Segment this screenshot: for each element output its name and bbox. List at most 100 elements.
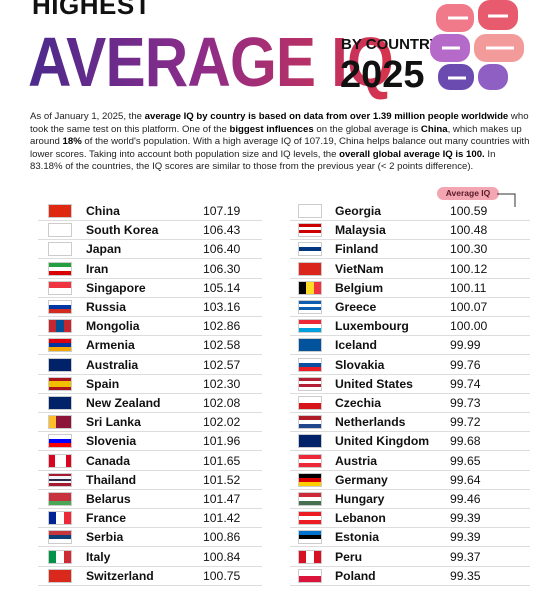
flag-stripe xyxy=(63,512,71,525)
intro-text: China xyxy=(420,123,448,135)
flag-stripe xyxy=(49,569,71,582)
flag xyxy=(48,396,72,410)
flag xyxy=(48,492,72,506)
country-name: Japan xyxy=(86,242,122,257)
brain-icon xyxy=(430,0,524,90)
flag-stripe xyxy=(299,307,321,310)
country-name: Italy xyxy=(86,549,111,564)
flag-stripe xyxy=(299,251,321,256)
subtitle: BY COUNTRY xyxy=(341,36,440,53)
table-row: Iran 106.30 xyxy=(38,259,262,279)
country-name: Singapore xyxy=(86,280,146,295)
flag-stripe xyxy=(299,310,321,313)
table-row: South Korea 106.43 xyxy=(38,220,262,241)
table-row: Lebanon 99.39 xyxy=(290,508,530,529)
flag-stripe xyxy=(63,416,71,429)
flag-stripe xyxy=(49,550,57,563)
flag-stripe xyxy=(299,227,321,231)
iq-value: 99.99 xyxy=(450,338,481,353)
flag-stripe xyxy=(49,243,71,256)
iq-value: 100.75 xyxy=(203,568,241,583)
flag-stripe xyxy=(299,262,321,275)
flag-stripe xyxy=(49,224,71,237)
table-row: Slovakia 99.76 xyxy=(290,355,530,375)
flag-stripe xyxy=(49,531,71,536)
iq-value: 102.02 xyxy=(203,415,241,430)
iq-value: 99.46 xyxy=(450,492,481,506)
iq-value: 99.35 xyxy=(450,568,481,583)
country-name: China xyxy=(86,204,120,218)
flag-stripe xyxy=(56,512,64,525)
country-name: Austria xyxy=(335,453,377,468)
iq-value: 101.65 xyxy=(203,453,241,468)
iq-value: 99.72 xyxy=(450,415,481,430)
country-name: New Zealand xyxy=(86,396,161,410)
country-name: Slovenia xyxy=(86,434,137,449)
flag xyxy=(298,204,322,218)
iq-value: 99.73 xyxy=(450,396,481,410)
flag xyxy=(298,376,322,391)
flag xyxy=(48,434,72,449)
flag-stripe xyxy=(299,416,321,421)
flag-stripe xyxy=(306,281,314,294)
intro-text: In 83.18% of the countries, the IQ score… xyxy=(30,148,496,173)
flag-stripe xyxy=(56,550,64,563)
flag xyxy=(298,338,322,353)
intro-text: biggest influences xyxy=(229,123,314,135)
flag-stripe xyxy=(299,531,321,536)
table-row: Finland 100.30 xyxy=(290,239,530,260)
flag-stripe xyxy=(299,377,321,381)
flag-stripe xyxy=(313,550,321,563)
flag-stripe xyxy=(49,478,71,482)
country-name: Finland xyxy=(335,242,379,257)
flag-stripe xyxy=(49,305,71,309)
flag xyxy=(48,511,72,526)
table-row: Hungary 99.46 xyxy=(290,489,530,509)
country-name: Iran xyxy=(86,261,109,276)
flag-stripe xyxy=(49,443,71,448)
flag-stripe xyxy=(299,224,321,228)
flag-stripe xyxy=(49,497,71,501)
iq-value: 101.47 xyxy=(203,492,241,506)
flag-stripe xyxy=(299,362,321,367)
iq-value: 99.37 xyxy=(450,549,481,564)
iq-value: 106.40 xyxy=(203,242,241,257)
iq-value: 100.86 xyxy=(203,530,241,545)
flag xyxy=(48,223,72,238)
table-row: Slovenia 101.96 xyxy=(38,431,262,452)
flag xyxy=(298,396,322,410)
country-name: Australia xyxy=(86,357,139,372)
flag xyxy=(298,223,322,238)
table-row: Iceland 99.99 xyxy=(290,335,530,356)
column-header: Average IQ xyxy=(437,187,499,200)
flag-stripe xyxy=(299,473,321,478)
intro: As of January 1, 2025, the average IQ by… xyxy=(30,111,530,174)
flag xyxy=(298,261,322,276)
flag-stripe xyxy=(299,403,321,409)
table-row: Germany 99.64 xyxy=(290,470,530,490)
country-name: Czechia xyxy=(335,396,382,410)
flag xyxy=(48,261,72,276)
flag-stripe xyxy=(299,512,321,517)
flag-stripe xyxy=(49,481,71,484)
table-row: Czechia 99.73 xyxy=(290,393,530,413)
iq-value: 102.08 xyxy=(203,396,241,410)
iq-value: 99.39 xyxy=(450,530,481,545)
iq-value: 100.84 xyxy=(203,549,241,564)
flag-stripe xyxy=(63,320,71,333)
country-name: Thailand xyxy=(86,472,137,487)
flag-stripe xyxy=(56,416,64,429)
country-name: Iceland xyxy=(335,338,377,353)
table-row: Netherlands 99.72 xyxy=(290,412,530,433)
country-name: Estonia xyxy=(335,530,380,545)
flag-stripe xyxy=(49,343,71,348)
iq-value: 100.48 xyxy=(450,223,488,238)
country-name: Germany xyxy=(335,472,388,487)
flag xyxy=(298,434,322,449)
country-name: Sri Lanka xyxy=(86,415,141,430)
flag xyxy=(298,300,322,314)
table-row: Austria 99.65 xyxy=(290,451,530,471)
flag-stripe xyxy=(63,550,71,563)
table-row: Australia 102.57 xyxy=(38,355,262,375)
flag-stripe xyxy=(49,416,57,429)
